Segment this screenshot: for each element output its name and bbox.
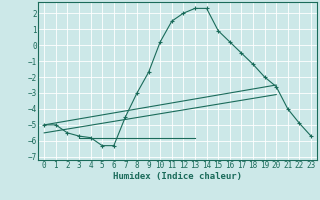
X-axis label: Humidex (Indice chaleur): Humidex (Indice chaleur) <box>113 172 242 181</box>
